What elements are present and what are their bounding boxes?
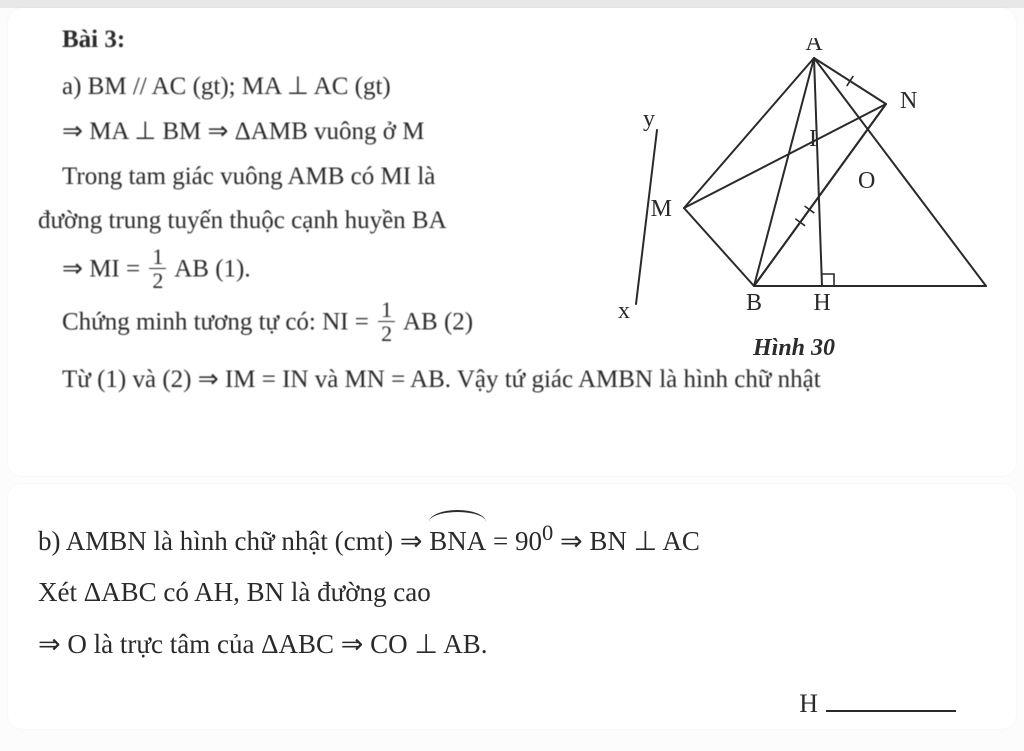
part-a-text: a) BM // AC (gt); MA ⊥ AC (gt) ⇒ MA ⊥ BM… xyxy=(38,68,598,347)
arc-bna: BNA xyxy=(429,516,486,567)
line-a2: ⇒ MA ⊥ BM ⇒ ΔAMB vuông ở M xyxy=(62,113,598,152)
footer-h: H xyxy=(799,689,956,719)
svg-text:N: N xyxy=(900,88,917,114)
line-a5: Chứng minh tương tự có: NI = 1 2 AB (2) xyxy=(62,300,598,347)
footer-underline xyxy=(826,710,956,712)
footer-h-label: H xyxy=(799,689,818,718)
svg-text:I: I xyxy=(809,126,817,152)
figure-svg: ANIOMBHCyx xyxy=(594,38,994,328)
line-a5-post: AB (2) xyxy=(403,309,473,336)
svg-text:M: M xyxy=(651,196,672,222)
figure-caption: Hình 30 xyxy=(594,335,994,362)
line-b1-sup: 0 xyxy=(542,520,553,545)
line-a3b: đường trung tuyến thuộc cạnh huyền BA xyxy=(38,202,598,241)
line-a3a: Trong tam giác vuông AMB có MI là xyxy=(62,158,598,197)
svg-text:x: x xyxy=(618,298,630,324)
line-b3: ⇒ O là trực tâm của ΔABC ⇒ CO ⊥ AB. xyxy=(38,619,986,670)
svg-text:H: H xyxy=(813,290,830,316)
line-b1-pre: b) AMBN là hình chữ nhật (cmt) ⇒ xyxy=(38,526,429,556)
line-a4: ⇒ MI = 1 2 AB (1). xyxy=(62,247,598,294)
line-b1-tail: ⇒ BN ⊥ AC xyxy=(560,526,700,556)
line-a5-pre: Chứng minh tương tự có: NI = xyxy=(62,309,369,336)
line-a4-pre: ⇒ MI = xyxy=(62,255,140,282)
svg-text:y: y xyxy=(643,106,655,132)
geometry-figure: ANIOMBHCyx Hình 30 xyxy=(594,38,994,368)
line-b1: b) AMBN là hình chữ nhật (cmt) ⇒ BNA = 9… xyxy=(38,512,986,567)
fraction-2: 1 2 xyxy=(378,298,395,345)
svg-text:O: O xyxy=(858,168,875,194)
line-a1: a) BM // AC (gt); MA ⊥ AC (gt) xyxy=(62,68,598,107)
part-b-card: b) AMBN là hình chữ nhật (cmt) ⇒ BNA = 9… xyxy=(8,484,1016,729)
line-a4-post: AB (1). xyxy=(174,255,250,282)
fraction-1: 1 2 xyxy=(149,245,166,292)
line-b2: Xét ΔABC có AH, BN là đường cao xyxy=(38,567,986,618)
part-a-card: Bài 3: a) BM // AC (gt); MA ⊥ AC (gt) ⇒ … xyxy=(8,8,1016,476)
line-b1-post: = 90 xyxy=(493,526,542,556)
svg-text:A: A xyxy=(805,38,823,56)
svg-text:B: B xyxy=(746,290,762,316)
